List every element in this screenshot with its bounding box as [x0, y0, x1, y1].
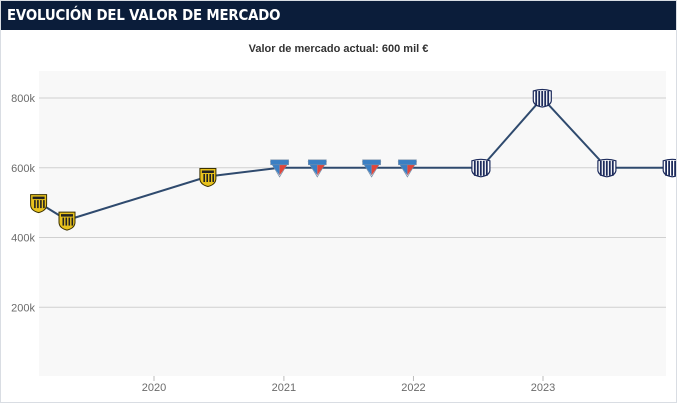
x-tick-label: 2020	[142, 382, 166, 394]
data-point-red-blue-badge-icon[interactable]	[397, 159, 418, 178]
data-point-navy-white-badge-icon[interactable]	[597, 158, 617, 178]
data-point-red-blue-badge-icon[interactable]	[307, 159, 328, 178]
data-point-navy-white-badge-icon[interactable]	[662, 158, 676, 178]
y-tick-label: 600k	[11, 163, 35, 175]
data-point-red-blue-badge-icon[interactable]	[269, 159, 290, 178]
plot-area	[39, 71, 666, 376]
data-point-gold-black-badge-icon[interactable]	[30, 194, 48, 214]
y-tick-label: 800k	[11, 93, 35, 105]
data-point-navy-white-badge-icon[interactable]	[532, 88, 552, 108]
x-tick-label: 2022	[401, 382, 425, 394]
data-point-gold-black-badge-icon[interactable]	[199, 168, 217, 188]
data-point-navy-white-badge-icon[interactable]	[471, 158, 491, 178]
y-tick-label: 400k	[11, 233, 35, 245]
x-tick-label: 2021	[272, 382, 296, 394]
x-tick-label: 2023	[531, 382, 555, 394]
data-point-red-blue-badge-icon[interactable]	[361, 159, 382, 178]
y-tick-label: 200k	[11, 302, 35, 314]
data-point-gold-black-badge-icon[interactable]	[58, 211, 76, 231]
panel-title: Evolución del valor de mercado	[7, 6, 281, 24]
current-market-value: Valor de mercado actual: 600 mil €	[248, 43, 429, 55]
panel-header: Evolución del valor de mercado	[1, 1, 676, 30]
